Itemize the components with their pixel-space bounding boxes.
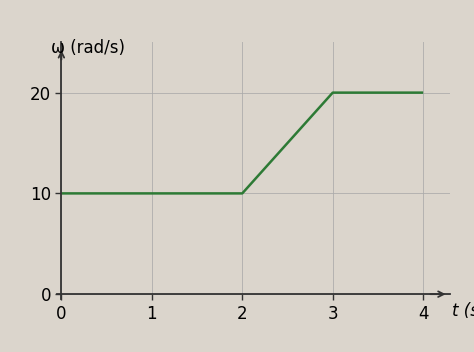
Text: t (s): t (s) — [452, 302, 474, 320]
Text: ω (rad/s): ω (rad/s) — [51, 39, 125, 57]
